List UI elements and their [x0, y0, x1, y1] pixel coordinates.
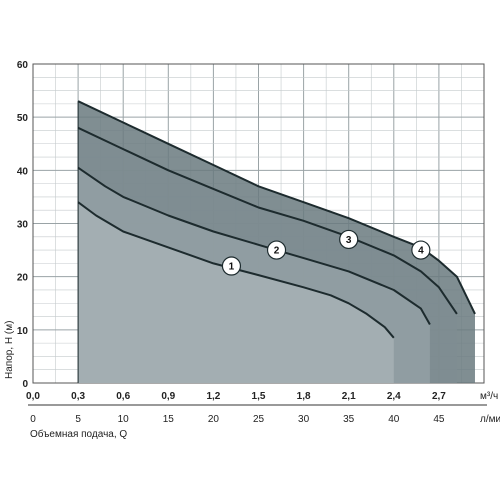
- x-tick-label-m3h: 0,3: [71, 391, 85, 402]
- curve-label-circle-4: [411, 240, 431, 260]
- x-tick-label-lmin: 10: [118, 414, 130, 425]
- line-series-3: [77, 126, 458, 315]
- x-tick-label-lmin: 0: [30, 414, 36, 425]
- y-tick-label: 60: [17, 60, 29, 71]
- x-tick-label-m3h: 1,8: [297, 391, 311, 402]
- x-tick-label-lmin: 40: [388, 414, 400, 425]
- x-unit-primary: м³/ч: [480, 391, 498, 402]
- x-tick-label-lmin: 30: [298, 414, 310, 425]
- x-tick-label-lmin: 25: [253, 414, 265, 425]
- y-axis-label: Напор, Н (м): [4, 321, 15, 379]
- x-tick-label-m3h: 1,2: [206, 391, 220, 402]
- curve-label-4: 4: [418, 246, 424, 257]
- x-tick-label-m3h: 2,7: [432, 391, 446, 402]
- x-tick-label-m3h: 0,0: [26, 391, 40, 402]
- y-tick-label: 50: [17, 113, 29, 124]
- x-axis-label: Объемная подача, Q: [30, 428, 127, 440]
- x-tick-label-m3h: 1,5: [252, 391, 266, 402]
- curve-label-1: 1: [229, 262, 235, 273]
- line-series-2: [77, 166, 431, 325]
- x-tick-label-m3h: 0,6: [116, 391, 130, 402]
- x-tick-label-lmin: 5: [75, 414, 81, 425]
- curve-label-3: 3: [346, 235, 352, 246]
- x-tick-label-lmin: 35: [343, 414, 355, 425]
- curve-label-circle-3: [339, 229, 359, 250]
- line-series-4: [77, 100, 476, 315]
- curve-labels: 1 2 3 4: [221, 229, 431, 276]
- curve-lines: [77, 100, 476, 383]
- y-tick-label: 0: [22, 379, 28, 390]
- y-tick-label: 30: [17, 220, 29, 231]
- x-tick-label-lmin: 15: [163, 414, 175, 425]
- x-tick-label-m3h: 2,1: [342, 391, 356, 402]
- line-series-1: [77, 201, 395, 339]
- y-tick-label: 40: [17, 166, 29, 177]
- x-unit-secondary: л/мин: [480, 414, 500, 425]
- x-tick-label-lmin: 45: [433, 414, 445, 425]
- area-series-1: [78, 202, 394, 383]
- curve-label-2: 2: [274, 246, 280, 257]
- curve-label-circle-1: [221, 256, 242, 276]
- x-tick-label-m3h: 2,4: [387, 391, 401, 402]
- y-tick-label: 10: [17, 326, 29, 337]
- x-tick-label-m3h: 0,9: [161, 391, 175, 402]
- y-tick-label: 20: [17, 273, 29, 284]
- curve-label-circle-2: [266, 240, 287, 260]
- x-tick-label-lmin: 20: [208, 414, 220, 425]
